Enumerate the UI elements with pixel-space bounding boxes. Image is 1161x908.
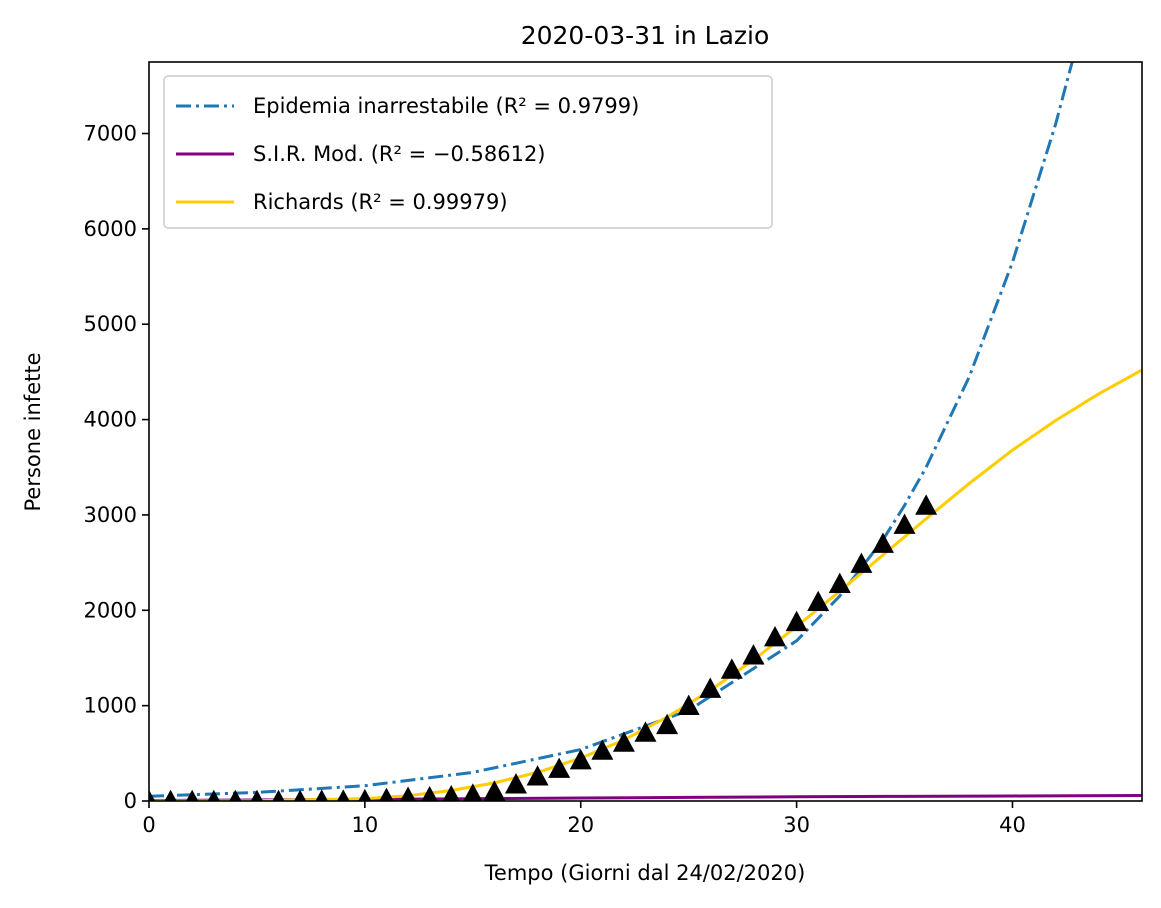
data-point-marker: [358, 788, 372, 801]
data-point-marker: [272, 789, 285, 801]
data-point-marker: [400, 786, 416, 801]
x-tick-label: 10: [352, 813, 379, 837]
y-tick-label: 0: [124, 789, 137, 813]
data-point-marker: [526, 765, 549, 786]
data-point-marker: [294, 789, 307, 801]
y-tick-label: 4000: [84, 408, 137, 432]
data-point-marker: [207, 789, 220, 801]
y-tick-label: 5000: [84, 312, 137, 336]
data-point-marker: [149, 789, 156, 801]
legend-box: [163, 75, 773, 229]
data-point-marker: [828, 572, 851, 593]
chart-title: 2020-03-31 in Lazio: [521, 21, 770, 50]
y-tick-label: 3000: [84, 503, 137, 527]
legend-entry-1: S.I.R. Mod. (R² = −0.58612): [253, 142, 546, 166]
data-point-marker: [463, 783, 483, 801]
data-point-marker: [483, 780, 506, 801]
data-point-marker: [336, 789, 350, 801]
data-point-marker: [548, 757, 571, 778]
data-point-marker: [807, 590, 830, 612]
data-point-marker: [421, 786, 438, 801]
y-tick-label: 2000: [84, 598, 137, 622]
data-point-marker: [379, 787, 394, 801]
data-point-marker: [612, 731, 635, 752]
x-tick-label: 30: [783, 813, 810, 837]
data-point-marker: [742, 644, 765, 665]
x-tick-label: 20: [567, 813, 594, 837]
data-point-marker: [229, 789, 242, 801]
data-point-marker: [677, 694, 700, 715]
x-tick-label: 40: [999, 813, 1026, 837]
data-point-marker: [591, 739, 614, 760]
data-point-marker: [634, 721, 657, 742]
y-tick-label: 7000: [84, 122, 137, 146]
axes-ticks: 0 10 20 30 40 0 1000 2000 3000 4000 5000 6000 7000: [84, 61, 1143, 837]
data-point-marker: [442, 785, 460, 801]
data-point-marker: [569, 749, 592, 770]
data-point-marker: [893, 513, 916, 534]
data-point-marker: [656, 713, 679, 735]
data-point-marker: [315, 789, 328, 801]
data-point-marker: [186, 789, 199, 801]
data-point-marker: [915, 494, 938, 515]
data-point-marker: [164, 789, 177, 801]
data-point-marker: [785, 610, 808, 632]
y-tick-label: 1000: [84, 694, 137, 718]
x-axis-label: Tempo (Giorni dal 24/02/2020): [484, 861, 806, 885]
y-tick-label: 6000: [84, 217, 137, 241]
plot-frame: [148, 61, 1143, 802]
data-point-marker: [504, 773, 527, 794]
data-point-marker: [871, 532, 894, 553]
data-point-marker: [720, 658, 743, 679]
x-tick-label: 0: [142, 813, 155, 837]
legend-entry-2: Richards (R² = 0.99979): [253, 190, 508, 214]
y-axis-label: Persone infette: [21, 352, 45, 511]
plot-area: [149, 62, 1142, 801]
legend: Epidemia inarrestabile (R² = 0.9799) S.I.…: [163, 75, 773, 229]
data-point-marker: [764, 625, 787, 647]
data-point-marker: [699, 677, 722, 698]
data-point-marker: [250, 789, 264, 801]
series-line-0: [149, 62, 1074, 798]
data-point-marker: [850, 552, 873, 573]
legend-entry-0: Epidemia inarrestabile (R² = 0.9799): [253, 94, 639, 118]
